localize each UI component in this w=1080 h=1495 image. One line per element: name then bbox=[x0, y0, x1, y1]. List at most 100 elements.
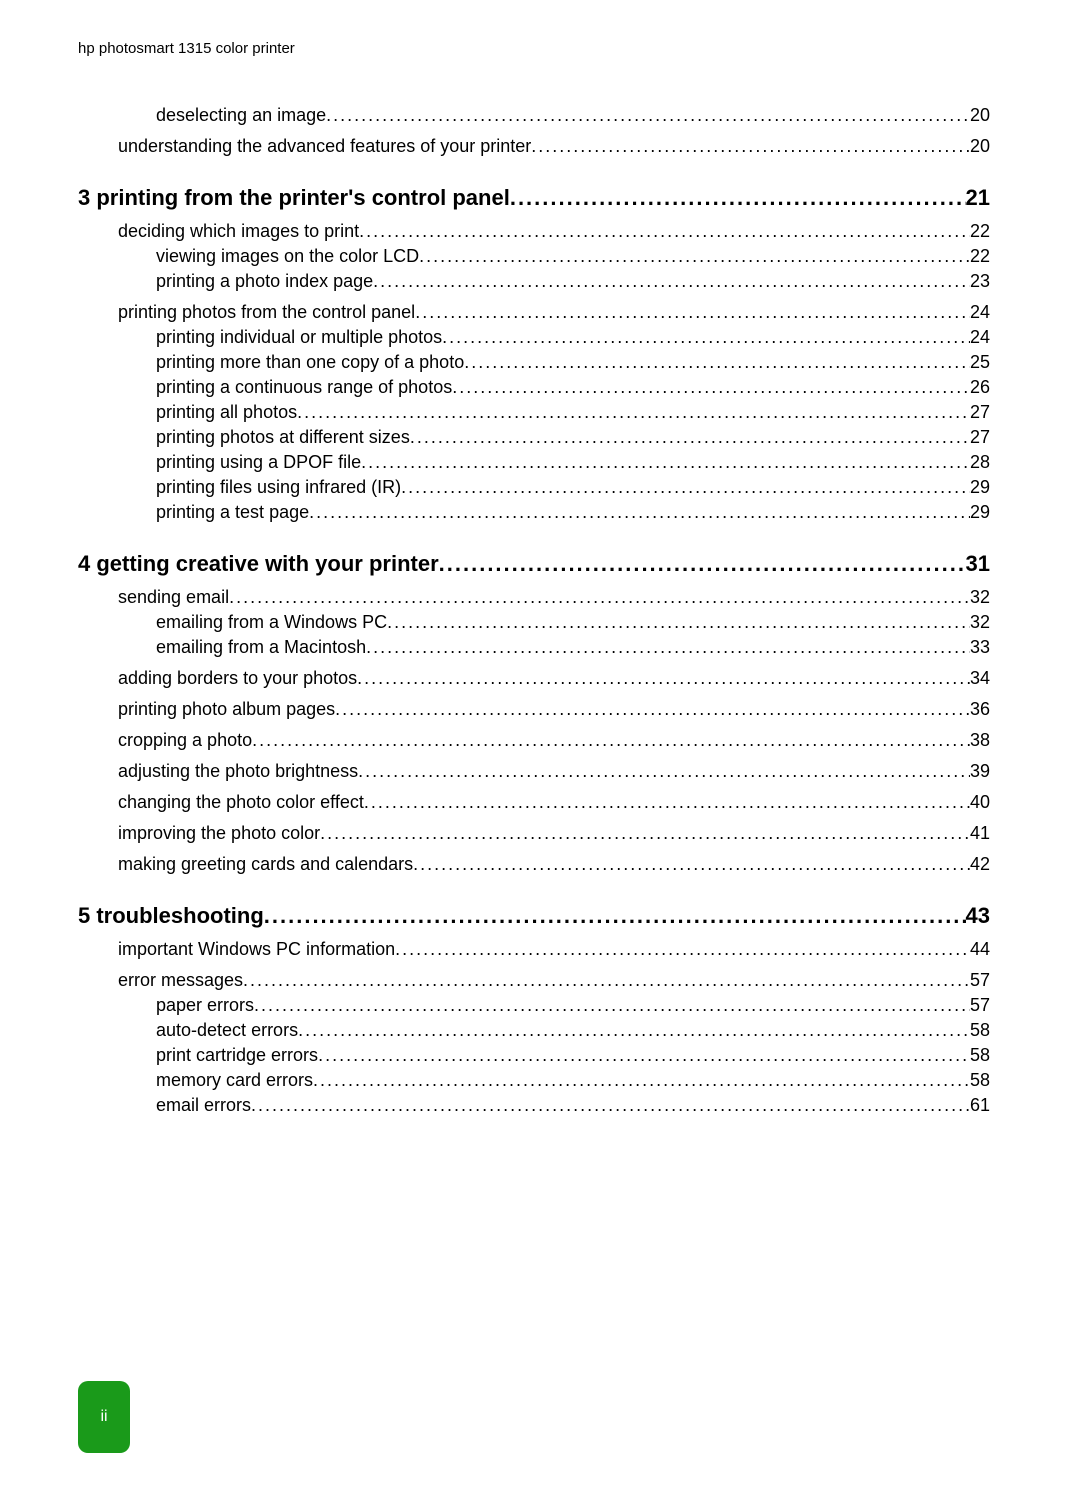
toc-entry: printing a test page....................… bbox=[156, 502, 990, 523]
toc-leader-dots: ........................................… bbox=[320, 823, 970, 844]
toc-entry-page: 44 bbox=[970, 939, 990, 960]
toc-entry-label: 5 troubleshooting bbox=[78, 903, 264, 929]
toc-entry-page: 32 bbox=[970, 587, 990, 608]
toc-leader-dots: ........................................… bbox=[439, 551, 966, 577]
toc-entry: deciding which images to print..........… bbox=[118, 221, 990, 242]
toc-entry: printing more than one copy of a photo..… bbox=[156, 352, 990, 373]
toc-entry-label: changing the photo color effect bbox=[118, 792, 364, 813]
toc-entry: important Windows PC information........… bbox=[118, 939, 990, 960]
toc-entry-label: printing a photo index page bbox=[156, 271, 373, 292]
toc-entry-page: 29 bbox=[970, 502, 990, 523]
toc-entry-page: 25 bbox=[970, 352, 990, 373]
toc-entry: printing a continuous range of photos...… bbox=[156, 377, 990, 398]
toc-entry-page: 39 bbox=[970, 761, 990, 782]
toc-entry-label: adding borders to your photos bbox=[118, 668, 357, 689]
toc-entry-page: 24 bbox=[970, 327, 990, 348]
toc-entry-page: 58 bbox=[970, 1070, 990, 1091]
toc-leader-dots: ........................................… bbox=[243, 970, 970, 991]
toc-chapter: 5 troubleshooting.......................… bbox=[78, 903, 990, 929]
toc-entry-page: 20 bbox=[970, 136, 990, 157]
toc-entry-page: 20 bbox=[970, 105, 990, 126]
toc-entry: error messages..........................… bbox=[118, 970, 990, 991]
toc-leader-dots: ........................................… bbox=[442, 327, 970, 348]
toc-entry-label: print cartridge errors bbox=[156, 1045, 318, 1066]
toc-leader-dots: ........................................… bbox=[254, 995, 970, 1016]
toc-entry-page: 27 bbox=[970, 402, 990, 423]
toc-leader-dots: ........................................… bbox=[364, 792, 970, 813]
toc-leader-dots: ........................................… bbox=[387, 612, 970, 633]
toc-entry-page: 23 bbox=[970, 271, 990, 292]
toc-leader-dots: ........................................… bbox=[309, 502, 970, 523]
toc-leader-dots: ........................................… bbox=[373, 271, 970, 292]
toc-entry: email errors............................… bbox=[156, 1095, 990, 1116]
toc-entry: emailing from a Macintosh...............… bbox=[156, 637, 990, 658]
toc-entry: viewing images on the color LCD.........… bbox=[156, 246, 990, 267]
toc-leader-dots: ........................................… bbox=[229, 587, 970, 608]
toc-entry-label: error messages bbox=[118, 970, 243, 991]
toc-leader-dots: ........................................… bbox=[413, 854, 970, 875]
toc-leader-dots: ........................................… bbox=[366, 637, 970, 658]
toc-entry: emailing from a Windows PC..............… bbox=[156, 612, 990, 633]
toc-entry: deselecting an image....................… bbox=[156, 105, 990, 126]
toc-entry: printing individual or multiple photos..… bbox=[156, 327, 990, 348]
toc-entry-label: printing more than one copy of a photo bbox=[156, 352, 464, 373]
toc-entry: adjusting the photo brightness..........… bbox=[118, 761, 990, 782]
toc-leader-dots: ........................................… bbox=[251, 1095, 970, 1116]
toc-entry-label: viewing images on the color LCD bbox=[156, 246, 419, 267]
toc-entry-page: 41 bbox=[970, 823, 990, 844]
toc-leader-dots: ........................................… bbox=[359, 221, 970, 242]
toc-entry-page: 57 bbox=[970, 995, 990, 1016]
toc-entry: printing photos at different sizes......… bbox=[156, 427, 990, 448]
toc-leader-dots: ........................................… bbox=[415, 302, 970, 323]
toc-entry-page: 40 bbox=[970, 792, 990, 813]
toc-entry: printing files using infrared (IR)......… bbox=[156, 477, 990, 498]
document-header: hp photosmart 1315 color printer bbox=[78, 40, 990, 57]
toc-entry: printing photos from the control panel..… bbox=[118, 302, 990, 323]
toc-entry: improving the photo color...............… bbox=[118, 823, 990, 844]
toc-leader-dots: ........................................… bbox=[464, 352, 970, 373]
toc-entry-page: 34 bbox=[970, 668, 990, 689]
toc-entry: printing using a DPOF file..............… bbox=[156, 452, 990, 473]
toc-leader-dots: ........................................… bbox=[297, 402, 970, 423]
toc-entry-label: printing photos from the control panel bbox=[118, 302, 415, 323]
toc-entry-label: printing individual or multiple photos bbox=[156, 327, 442, 348]
toc-entry-page: 42 bbox=[970, 854, 990, 875]
toc-entry-page: 43 bbox=[966, 903, 990, 929]
page-number: ii bbox=[100, 1408, 107, 1426]
toc-leader-dots: ........................................… bbox=[326, 105, 970, 126]
toc-leader-dots: ........................................… bbox=[410, 427, 970, 448]
toc-entry-page: 28 bbox=[970, 452, 990, 473]
toc-entry: paper errors............................… bbox=[156, 995, 990, 1016]
toc-entry: printing a photo index page.............… bbox=[156, 271, 990, 292]
toc-entry-label: adjusting the photo brightness bbox=[118, 761, 358, 782]
toc-entry-page: 24 bbox=[970, 302, 990, 323]
toc-entry-label: printing photos at different sizes bbox=[156, 427, 410, 448]
toc-leader-dots: ........................................… bbox=[264, 903, 966, 929]
toc-entry-label: auto-detect errors bbox=[156, 1020, 298, 1041]
page-number-tab: ii bbox=[78, 1381, 130, 1453]
toc-entry-page: 57 bbox=[970, 970, 990, 991]
toc-entry-label: printing all photos bbox=[156, 402, 297, 423]
toc-entry: making greeting cards and calendars.....… bbox=[118, 854, 990, 875]
toc-entry-page: 38 bbox=[970, 730, 990, 751]
toc-entry-label: sending email bbox=[118, 587, 229, 608]
toc-leader-dots: ........................................… bbox=[335, 699, 970, 720]
toc-entry-page: 22 bbox=[970, 221, 990, 242]
toc-leader-dots: ........................................… bbox=[452, 377, 970, 398]
toc-leader-dots: ........................................… bbox=[357, 668, 970, 689]
toc-entry-page: 27 bbox=[970, 427, 990, 448]
toc-leader-dots: ........................................… bbox=[395, 939, 970, 960]
toc-leader-dots: ........................................… bbox=[531, 136, 970, 157]
toc-leader-dots: ........................................… bbox=[510, 185, 966, 211]
toc-leader-dots: ........................................… bbox=[361, 452, 970, 473]
toc-entry: memory card errors......................… bbox=[156, 1070, 990, 1091]
toc-entry-label: printing photo album pages bbox=[118, 699, 335, 720]
toc-entry-label: deciding which images to print bbox=[118, 221, 359, 242]
toc-entry-label: memory card errors bbox=[156, 1070, 313, 1091]
toc-leader-dots: ........................................… bbox=[401, 477, 970, 498]
toc-entry-label: paper errors bbox=[156, 995, 254, 1016]
toc-entry-page: 26 bbox=[970, 377, 990, 398]
toc-leader-dots: ........................................… bbox=[313, 1070, 970, 1091]
toc-entry: auto-detect errors......................… bbox=[156, 1020, 990, 1041]
toc-entry: understanding the advanced features of y… bbox=[118, 136, 990, 157]
